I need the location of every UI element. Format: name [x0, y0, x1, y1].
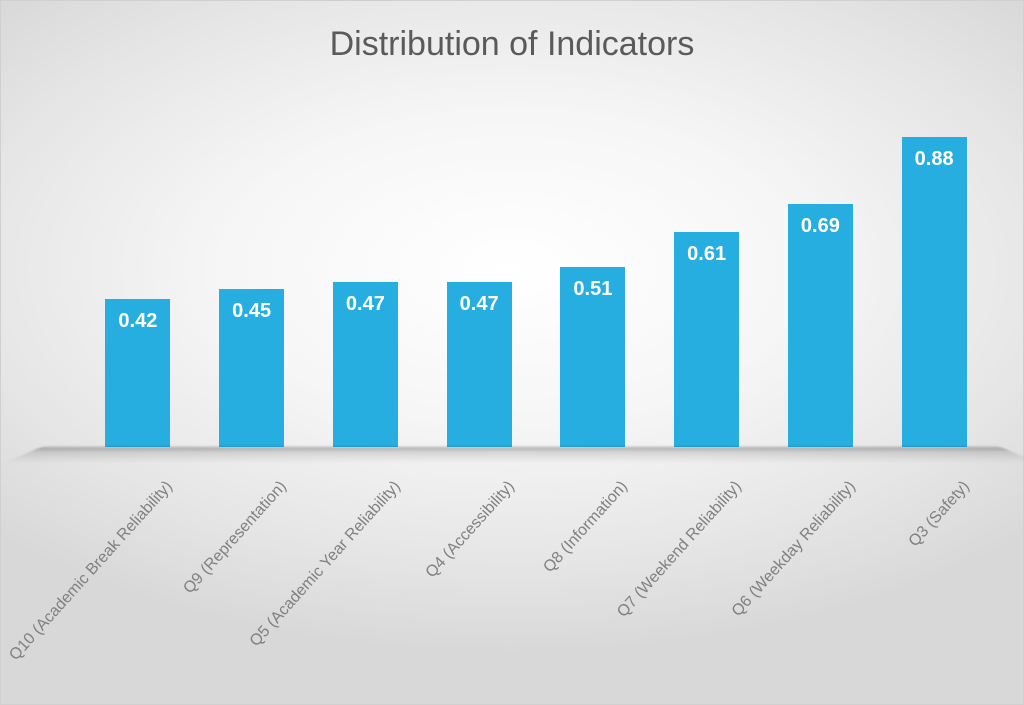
chart-container: Distribution of Indicators 0.420.450.470…: [0, 0, 1024, 705]
plot-area: 0.420.450.470.470.510.610.690.88: [81, 95, 991, 447]
bar: [788, 204, 853, 447]
x-axis-label: Q9 (Representation): [77, 478, 291, 705]
bar-value-label: 0.51: [536, 278, 650, 301]
bar-value-label: 0.88: [877, 148, 991, 171]
bar-value-label: 0.47: [309, 293, 423, 316]
bar-slot: 0.61: [650, 95, 764, 447]
x-axis-label: Q4 (Accessibility): [304, 478, 518, 705]
bar-value-label: 0.42: [81, 310, 195, 333]
bar-slot: 0.42: [81, 95, 195, 447]
bar-slot: 0.47: [422, 95, 536, 447]
x-axis-label: Q7 (Weekend Reliability): [532, 478, 746, 705]
x-axis-label: Q8 (Information): [418, 478, 632, 705]
x-axis-label: Q5 (Academic Year Reliability): [190, 478, 404, 705]
chart-title: Distribution of Indicators: [1, 25, 1023, 64]
bar-value-label: 0.61: [650, 243, 764, 266]
x-axis-label: Q10 (Academic Break Reliability): [0, 478, 177, 705]
bar-slot: 0.45: [195, 95, 309, 447]
bar-slot: 0.69: [764, 95, 878, 447]
bar-slot: 0.88: [877, 95, 991, 447]
bar-slot: 0.51: [536, 95, 650, 447]
bar-value-label: 0.47: [422, 293, 536, 316]
bar-slot: 0.47: [309, 95, 423, 447]
x-axis-labels: Q10 (Academic Break Reliability)Q9 (Repr…: [81, 463, 991, 703]
bar: [902, 137, 967, 447]
baseline-shadow: [4, 447, 1024, 463]
x-axis-label: Q6 (Weekday Reliability): [645, 478, 859, 705]
bar-value-label: 0.69: [764, 215, 878, 238]
x-axis-label: Q3 (Safety): [759, 478, 973, 705]
bar-value-label: 0.45: [195, 300, 309, 323]
